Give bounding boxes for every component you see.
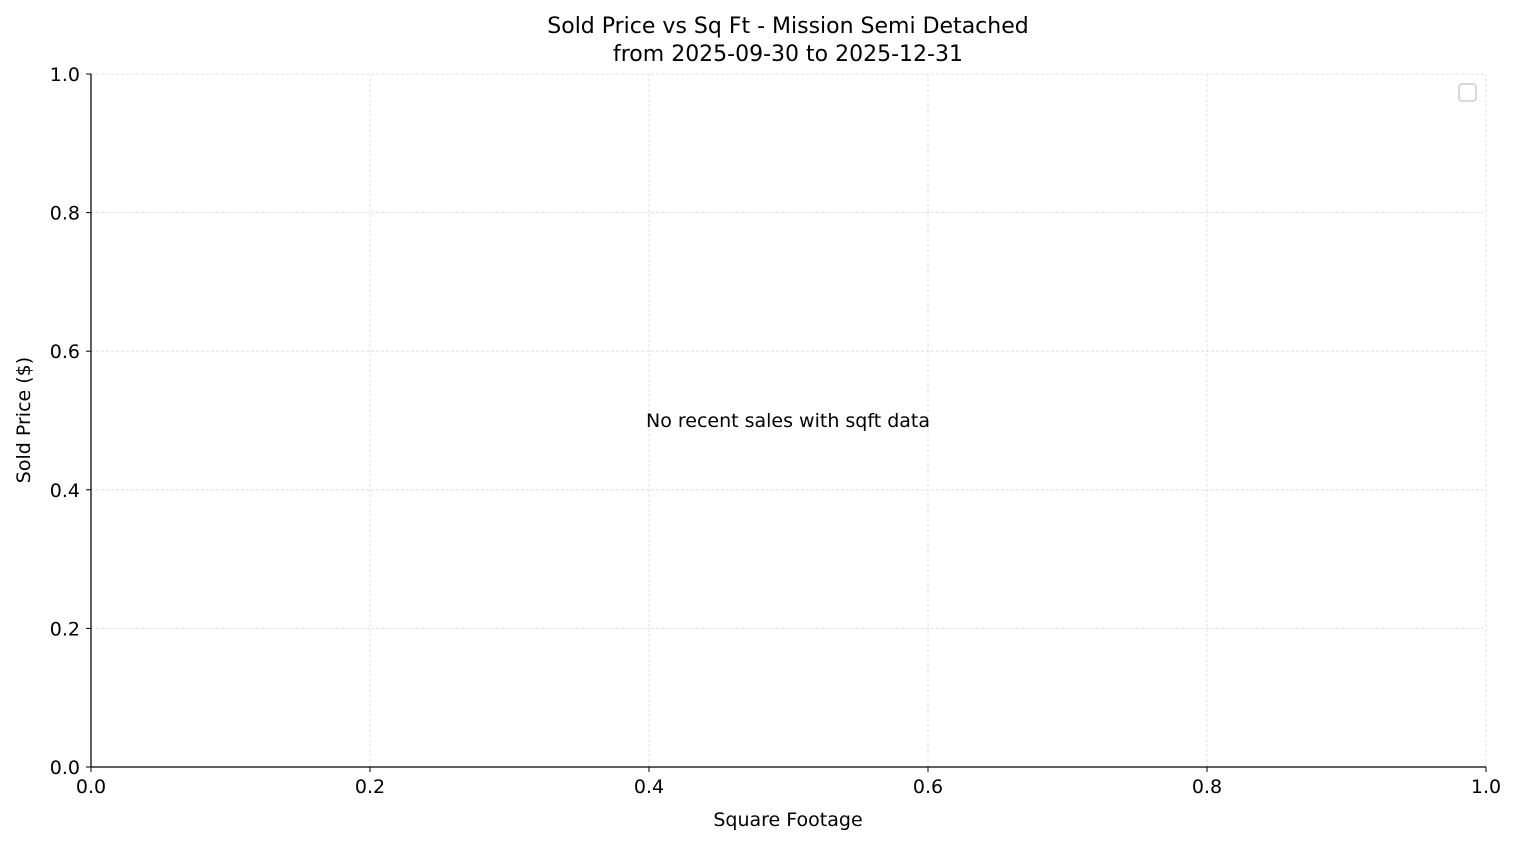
x-tick-label: 0.0 (76, 776, 106, 798)
y-tick-label: 1.0 (50, 64, 80, 86)
y-ticks: 0.0 0.2 0.4 0.6 0.8 1.0 (50, 64, 91, 779)
chart-subtitle: from 2025-09-30 to 2025-12-31 (613, 42, 963, 67)
y-tick-label: 0.6 (50, 341, 80, 363)
y-tick-label: 0.0 (50, 757, 80, 779)
y-tick-label: 0.4 (50, 480, 80, 502)
x-ticks: 0.0 0.2 0.4 0.6 0.8 1.0 (76, 767, 1501, 798)
x-tick-label: 0.8 (1192, 776, 1222, 798)
y-tick-label: 0.8 (50, 203, 80, 225)
x-tick-label: 0.2 (355, 776, 385, 798)
no-data-annotation: No recent sales with sqft data (646, 410, 930, 432)
x-tick-label: 0.4 (634, 776, 664, 798)
y-tick-label: 0.2 (50, 618, 80, 640)
chart-title: Sold Price vs Sq Ft - Mission Semi Detac… (547, 14, 1028, 39)
legend-box (1458, 83, 1477, 102)
x-axis-label: Square Footage (713, 809, 862, 831)
x-tick-label: 0.6 (913, 776, 943, 798)
x-tick-label: 1.0 (1471, 776, 1501, 798)
y-axis-label: Sold Price ($) (13, 357, 35, 483)
